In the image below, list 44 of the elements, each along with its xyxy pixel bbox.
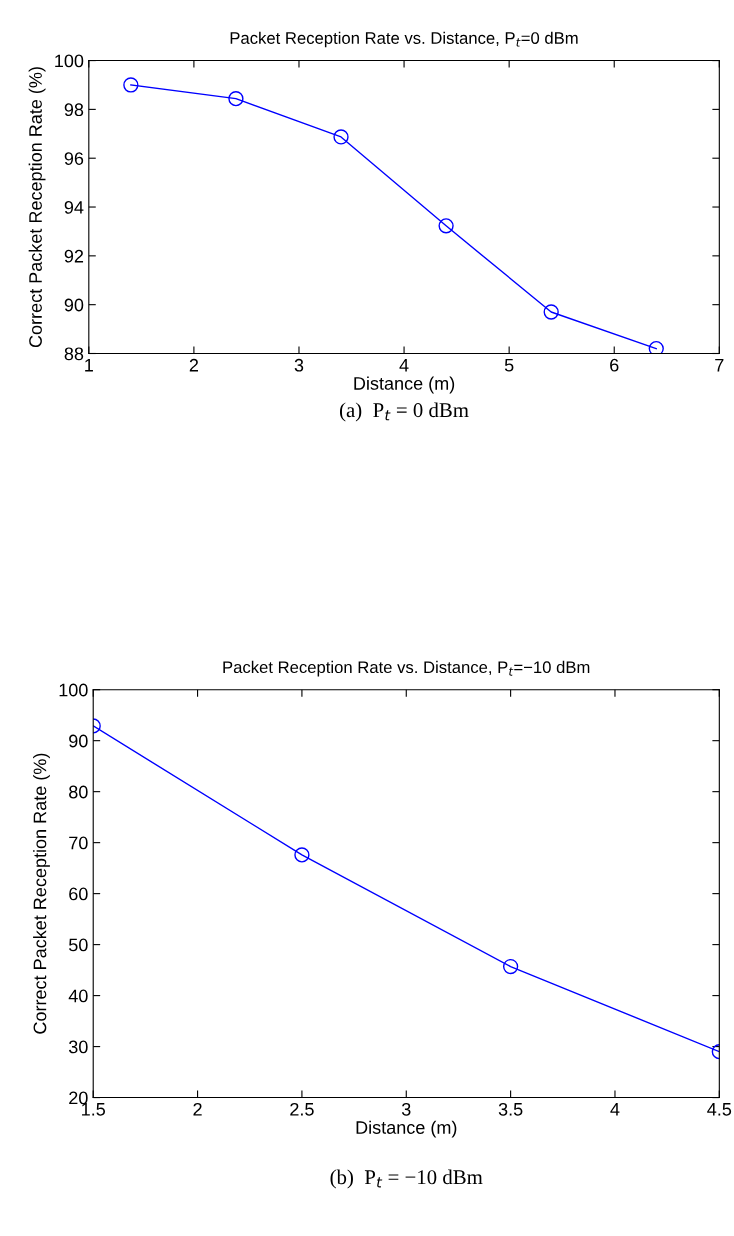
y-tick-label: 40 (68, 989, 88, 1003)
y-axis-title: Correct Packet Reception Rate (%) (33, 753, 50, 1034)
y-tick-label: 96 (64, 152, 84, 165)
y-tick-label: 80 (69, 785, 88, 799)
chart-title: Packet Reception Rate vs. Distance, P$_{t}$=0 dBm (230, 31, 578, 48)
point (123, 77, 139, 93)
x-tick-label: 3 (294, 358, 304, 372)
text: (a) P$_{t}$ = 0 dBm (339, 402, 469, 422)
x-tick-label: 5 (504, 359, 514, 372)
x-tick-label: 7 (715, 359, 724, 372)
y-tick-label: 94 (64, 200, 84, 214)
y-tick-label: 30 (68, 1040, 88, 1054)
x-tick-label: 4 (610, 1103, 620, 1116)
y-tick-label: 90 (64, 298, 84, 312)
y-tick-label: 98 (64, 103, 84, 117)
point (228, 91, 244, 107)
x-tick-label: 2.5 (290, 1102, 314, 1116)
x-axis-title: Distance (m) (354, 376, 455, 394)
x-tick-label: 4 (399, 359, 409, 372)
point (333, 129, 349, 145)
y-tick-label: 90 (69, 734, 88, 748)
y-tick-label: 100 (59, 683, 88, 697)
x-tick-label: 2 (189, 358, 199, 372)
x-tick-label: 3.5 (498, 1102, 523, 1116)
point (438, 218, 454, 234)
x-tick-label: 2 (193, 1102, 202, 1116)
y-tick-label: 50 (69, 938, 88, 952)
y-tick-label: 20 (69, 1091, 88, 1105)
x-tick-label: 6 (610, 358, 619, 372)
y-axis-title: Correct Packet Reception Rate (%) (28, 67, 46, 348)
y-tick-label: 60 (69, 887, 88, 901)
text: (b) P$_{t}$ = −10 dBm (330, 1169, 483, 1189)
y-tick-label: 88 (64, 347, 84, 361)
chart-title: Packet Reception Rate vs. Distance, P$_{t}$=−10 dBm (223, 660, 590, 677)
x-tick-label: 1 (85, 359, 93, 372)
x-tick-label: 4.5 (707, 1103, 732, 1116)
x-axis-title: Distance (m) (356, 1120, 457, 1138)
x-tick-label: 3 (401, 1102, 411, 1116)
y-tick-label: 92 (64, 249, 84, 263)
x-tick-label: 1.5 (82, 1103, 106, 1116)
point (543, 304, 559, 320)
y-tick-label: 70 (69, 836, 88, 850)
y-tick-label: 100 (55, 54, 84, 68)
point (648, 340, 664, 354)
